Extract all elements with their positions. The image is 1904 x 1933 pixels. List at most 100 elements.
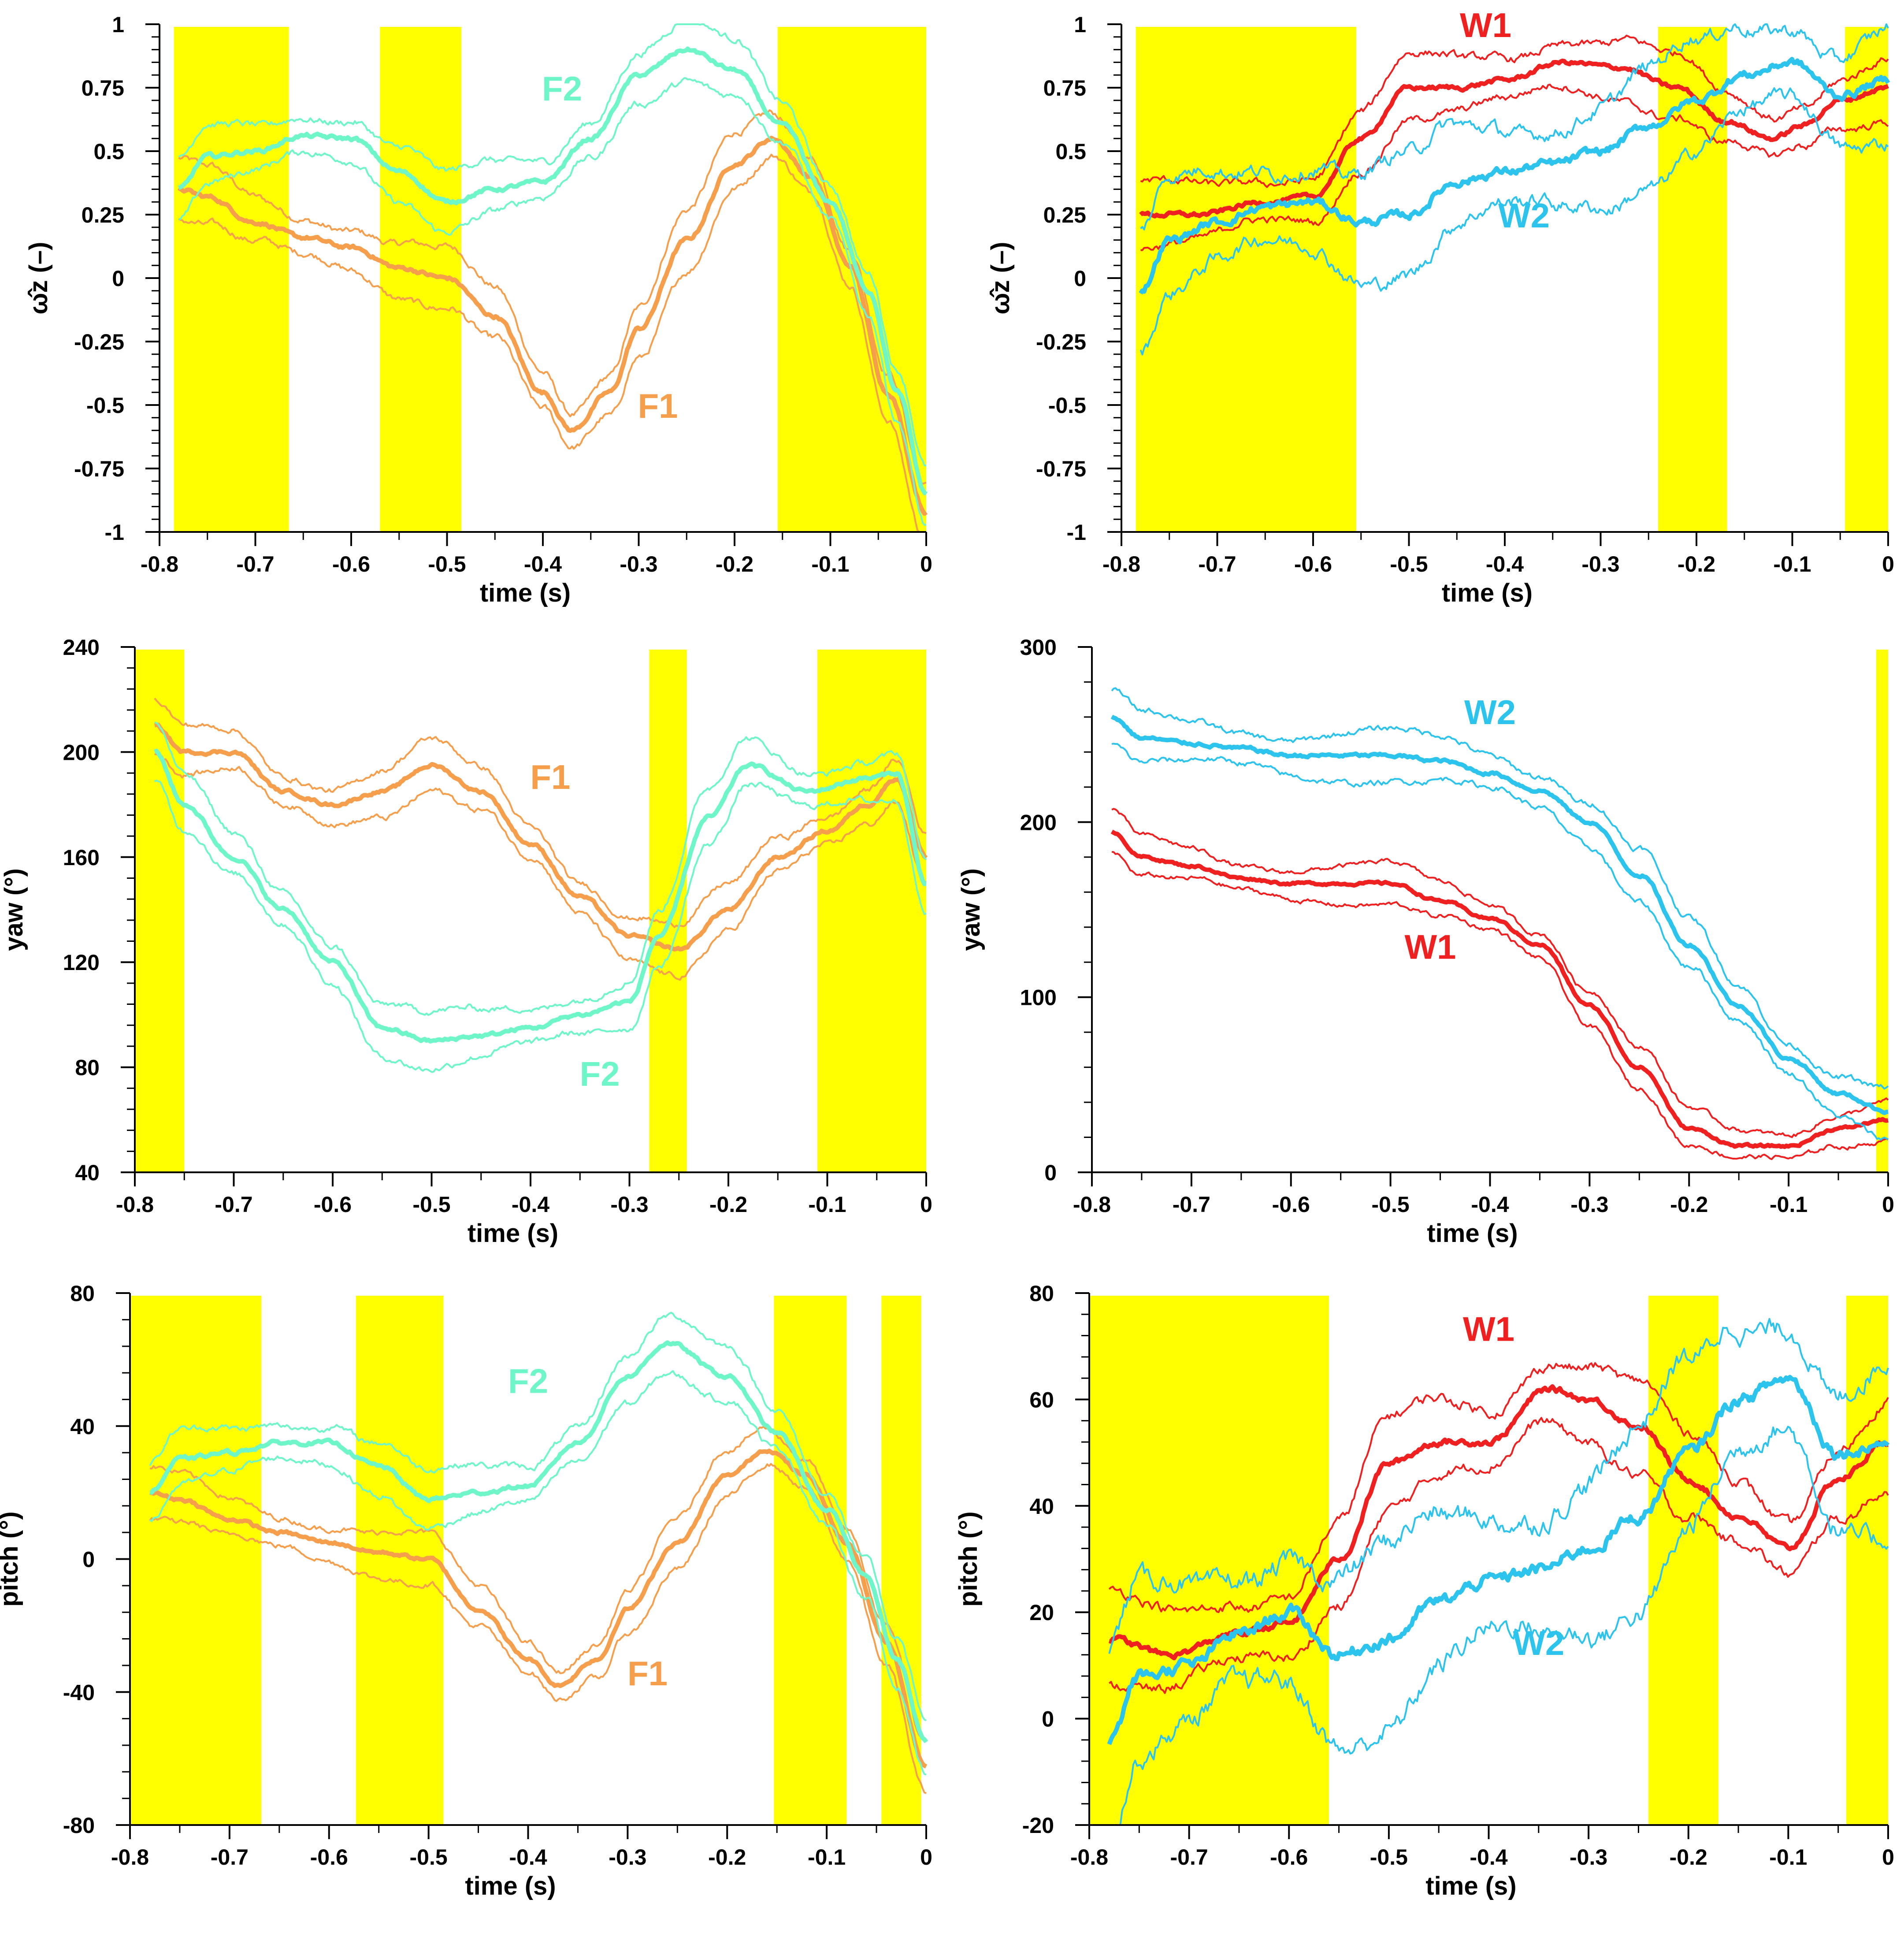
y-tick-label: -1 [1067, 520, 1086, 545]
y-tick-label: 0 [1044, 1160, 1057, 1185]
shaded-interval [1136, 27, 1356, 532]
shaded-interval [817, 650, 926, 1172]
x-tick-label: 0 [1882, 552, 1894, 576]
x-tick-label: -0.6 [310, 1845, 348, 1870]
y-tick-label: -80 [63, 1813, 95, 1838]
shaded-interval [130, 1296, 262, 1825]
y-axis-label: ω̂z (–) [24, 242, 53, 315]
y-tick-label: -0.5 [1048, 393, 1086, 418]
y-axis-label: pitch (°) [0, 1511, 23, 1606]
x-tick-label: -0.1 [1773, 552, 1811, 576]
y-tick-label: 20 [1029, 1600, 1054, 1625]
x-tick-label: -0.8 [1070, 1845, 1108, 1870]
series-W2-upper-line [1140, 23, 1889, 230]
series-label-W2: W2 [1513, 1624, 1564, 1662]
y-tick-label: -1 [105, 520, 124, 545]
x-tick-label: -0.7 [1170, 1845, 1208, 1870]
series-W1-upper-line [1111, 808, 1889, 1138]
panel-bottom-left: F1 F2 -0.8 -0.7 -0.6 -0.5 -0.4 -0.3 -0.2 -0.1 0 -80… [0, 1281, 932, 1900]
x-axis-label: time (s) [1425, 1872, 1516, 1900]
x-tick-label: -0.4 [1470, 1845, 1507, 1870]
shaded-interval [1846, 1296, 1888, 1825]
series-F2-upper-line [149, 1312, 927, 1721]
series-W2-mean-line [1107, 1375, 1890, 1745]
series-label-F2: F2 [542, 69, 582, 108]
x-tick-label: -0.1 [811, 552, 849, 576]
x-tick-label: -0.2 [1678, 552, 1715, 576]
series-F2-upper-line [154, 721, 927, 1016]
y-tick-label: 1 [1074, 12, 1086, 37]
y-tick-label: 160 [63, 845, 100, 870]
x-tick-label: -0.7 [215, 1192, 252, 1217]
series-label-W2: W2 [1498, 196, 1550, 235]
series-label-W2: W2 [1464, 693, 1516, 732]
x-tick-label: -0.8 [141, 552, 178, 576]
x-tick-label: -0.5 [1370, 1845, 1408, 1870]
y-axis-label: yaw (°) [957, 868, 985, 951]
x-tick-label: -0.3 [620, 552, 657, 576]
y-tick-label: 100 [1020, 985, 1057, 1010]
shaded-interval [1658, 27, 1727, 532]
panel-top-left: F1 F2 -0.8 -0.7 -0.6 -0.5 -0.4 -0.3 -0.2 -0.1 0 -1 -… [24, 12, 932, 607]
y-tick-label: -0.75 [1036, 457, 1086, 481]
panel-bottom-right: W1 W2 -0.8 -0.7 -0.6 -0.5 -0.4 -0.3 -0.2 -0.1 0 -20… [954, 1281, 1894, 1900]
shaded-interval [1845, 27, 1888, 532]
y-tick-label: 0.25 [82, 203, 124, 227]
x-tick-label: 0 [1882, 1845, 1894, 1870]
series-label-F2: F2 [508, 1361, 548, 1400]
y-tick-label: -0.25 [1036, 330, 1086, 354]
x-tick-label: -0.3 [1581, 552, 1619, 576]
x-tick-label: -0.5 [412, 1192, 450, 1217]
x-tick-label: -0.4 [512, 1192, 549, 1217]
y-tick-label: 0 [82, 1547, 95, 1572]
shaded-interval [356, 1296, 444, 1825]
series-F1-mean-line [178, 136, 928, 516]
y-tick-label: -0.5 [86, 393, 124, 418]
series-W1-mean-line [1110, 829, 1889, 1149]
y-tick-label: 300 [1020, 635, 1057, 660]
x-tick-label: -0.6 [1272, 1192, 1310, 1217]
x-tick-label: -0.2 [1670, 1192, 1708, 1217]
series-F1-lower-line [154, 753, 927, 981]
x-axis-label: time (s) [465, 1872, 556, 1900]
x-tick-label: -0.2 [708, 1845, 746, 1870]
x-tick-label: -0.6 [1270, 1845, 1308, 1870]
series-F2-lower-line [178, 77, 927, 526]
x-tick-label: -0.6 [1294, 552, 1332, 576]
series-W2-mean-line [1139, 57, 1890, 295]
x-tick-label: -0.5 [1372, 1192, 1410, 1217]
y-tick-label: 240 [63, 635, 100, 660]
series-label-F2: F2 [580, 1054, 620, 1093]
x-tick-label: -0.3 [610, 1192, 648, 1217]
series-label-F1: F1 [627, 1654, 668, 1693]
y-tick-label: 0.5 [93, 139, 124, 164]
x-tick-label: 0 [1882, 1192, 1894, 1217]
x-tick-label: -0.3 [1570, 1192, 1608, 1217]
y-tick-label: 80 [70, 1281, 95, 1306]
shaded-interval [774, 1296, 847, 1825]
x-tick-label: -0.4 [524, 552, 562, 576]
x-tick-label: -0.1 [1769, 1845, 1807, 1870]
x-tick-label: -0.8 [111, 1845, 149, 1870]
x-axis-label: time (s) [1442, 579, 1533, 607]
series-F2-mean-line [149, 1340, 928, 1743]
x-tick-label: -0.4 [1486, 552, 1524, 576]
shaded-interval [135, 650, 185, 1172]
y-tick-label: 0 [1042, 1707, 1054, 1732]
y-tick-label: -40 [63, 1680, 95, 1705]
series-label-W1: W1 [1463, 1310, 1514, 1349]
x-tick-label: -0.8 [1102, 552, 1140, 576]
series-F2-lower-line [154, 780, 927, 1073]
x-tick-label: -0.2 [1670, 1845, 1707, 1870]
x-tick-label: -0.7 [236, 552, 274, 576]
y-tick-label: 80 [75, 1056, 100, 1080]
y-tick-label: 0 [1074, 266, 1086, 291]
series-W2-upper-line [1108, 1318, 1889, 1654]
y-axis-label: pitch (°) [954, 1511, 983, 1606]
x-tick-label: -0.4 [1471, 1192, 1509, 1217]
series-W2-mean-line [1110, 714, 1889, 1115]
x-tick-label: -0.2 [716, 552, 753, 576]
y-tick-label: 60 [1029, 1387, 1054, 1412]
x-axis-label: time (s) [1427, 1219, 1518, 1248]
